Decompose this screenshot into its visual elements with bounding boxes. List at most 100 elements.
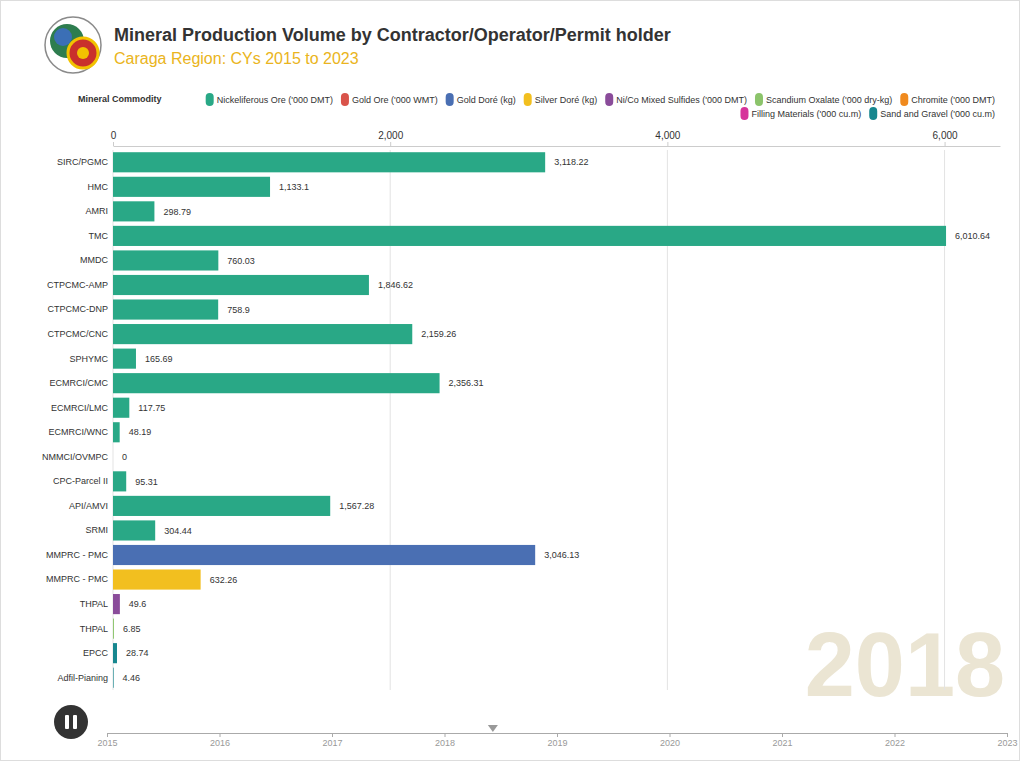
y-tick-label: MMPRC - PMC bbox=[46, 550, 108, 560]
y-tick-label: CTPCMC-DNP bbox=[48, 304, 109, 314]
timeline-tick: 2018 bbox=[435, 733, 455, 748]
y-tick-label: CTPCMC/CNC bbox=[48, 329, 109, 339]
data-label: 2,356.31 bbox=[449, 378, 484, 388]
legend-swatch bbox=[524, 93, 532, 106]
bar bbox=[113, 447, 114, 467]
data-label: 3,118.22 bbox=[554, 157, 588, 167]
bar bbox=[113, 496, 330, 516]
legend-item: Sand and Gravel ('000 cu.m) bbox=[869, 107, 995, 120]
data-label: 49.6 bbox=[129, 599, 147, 609]
x-tick: 6,000 bbox=[933, 130, 958, 146]
data-label: 1,567.28 bbox=[339, 501, 374, 511]
y-tick-label: THPAL bbox=[80, 599, 108, 609]
timeline-handle[interactable] bbox=[488, 725, 498, 732]
bar bbox=[113, 594, 120, 614]
timeline-tick-label: 2017 bbox=[322, 738, 342, 748]
data-label: 95.31 bbox=[135, 477, 158, 487]
data-label: 0 bbox=[122, 452, 127, 462]
timeline-tick-label: 2016 bbox=[210, 738, 230, 748]
data-label: 304.44 bbox=[164, 526, 192, 536]
pause-circle bbox=[54, 705, 88, 739]
data-label: 6,010.64 bbox=[955, 231, 990, 241]
x-axis-line bbox=[114, 146, 1001, 147]
y-tick-label: EPCC bbox=[83, 648, 109, 658]
timeline-tick-label: 2023 bbox=[997, 738, 1017, 748]
bar bbox=[113, 471, 126, 491]
data-label: 165.69 bbox=[145, 354, 173, 364]
y-tick: ECMRCI/CMC bbox=[50, 378, 114, 388]
y-tick-label: MMPRC - PMC bbox=[46, 574, 108, 584]
x-tick: 4,000 bbox=[655, 130, 680, 146]
data-labels: 3,118.221,133.1298.796,010.64760.031,846… bbox=[122, 157, 990, 682]
y-tick: MMPRC - PMC bbox=[46, 550, 113, 560]
legend-swatch bbox=[446, 93, 454, 106]
y-tick: THPAL bbox=[80, 624, 113, 634]
frame bbox=[1, 1, 1020, 761]
y-tick-label: CPC-Parcel II bbox=[53, 476, 108, 486]
y-tick: SIRC/PGMC bbox=[57, 157, 113, 167]
timeline-tick: 2015 bbox=[97, 733, 117, 748]
bar bbox=[113, 201, 154, 221]
legend-item: Chromite ('000 DMT) bbox=[900, 93, 995, 106]
logo-part bbox=[68, 38, 98, 68]
timeline-tick-mark bbox=[1007, 733, 1008, 737]
bar bbox=[113, 619, 114, 639]
data-label: 1,846.62 bbox=[378, 280, 413, 290]
y-tick: AMRI bbox=[86, 206, 114, 216]
x-tick-mark bbox=[667, 142, 668, 146]
legend-item: Silver Doré (kg) bbox=[524, 93, 598, 106]
chart-root: Mineral Production Volume by Contractor/… bbox=[0, 0, 1020, 761]
legend-swatch bbox=[206, 93, 214, 106]
x-tick-mark bbox=[113, 142, 114, 146]
timeline-tick-mark bbox=[332, 733, 333, 737]
data-label: 1,133.1 bbox=[279, 182, 309, 192]
legend-item: Filling Materials ('000 cu.m) bbox=[740, 107, 861, 120]
y-tick-label: AMRI bbox=[86, 206, 109, 216]
logo-ring bbox=[45, 17, 101, 73]
y-tick-label: API/AMVI bbox=[69, 501, 108, 511]
y-tick-label: TMC bbox=[89, 231, 109, 241]
legend-label: Filling Materials ('000 cu.m) bbox=[751, 109, 861, 119]
y-tick: TMC bbox=[89, 231, 114, 241]
y-tick-label: MMDC bbox=[80, 255, 108, 265]
y-tick-label: ECMRCI/CMC bbox=[50, 378, 109, 388]
y-tick-label: SIRC/PGMC bbox=[57, 157, 109, 167]
data-label: 3,046.13 bbox=[544, 550, 579, 560]
legend-item: Nickeliferous Ore ('000 DMT) bbox=[206, 93, 333, 106]
bar bbox=[113, 373, 440, 393]
y-tick-label: THPAL bbox=[80, 624, 108, 634]
timeline-tick-mark bbox=[670, 733, 671, 737]
legend-title: Mineral Commodity bbox=[78, 94, 162, 104]
legend-label: Ni/Co Mixed Sulfides ('000 DMT) bbox=[616, 95, 747, 105]
logo-part bbox=[54, 28, 72, 46]
y-tick: THPAL bbox=[80, 599, 113, 609]
y-tick: SRMI bbox=[86, 525, 114, 535]
legend-label: Silver Doré (kg) bbox=[535, 95, 598, 105]
bar bbox=[113, 250, 218, 270]
data-label: 760.03 bbox=[227, 256, 255, 266]
timeline-tick-mark bbox=[782, 733, 783, 737]
title: Mineral Production Volume by Contractor/… bbox=[114, 25, 671, 45]
x-tick-label: 2,000 bbox=[378, 130, 403, 141]
data-label: 632.26 bbox=[210, 575, 238, 585]
year-label: 2018 bbox=[805, 615, 1005, 715]
legend-label: Scandium Oxalate ('000 dry-kg) bbox=[766, 95, 892, 105]
x-axis: 02,0004,0006,000 bbox=[111, 130, 1001, 147]
bar bbox=[113, 226, 946, 246]
data-label: 2,159.26 bbox=[421, 329, 456, 339]
data-label: 48.19 bbox=[129, 427, 152, 437]
timeline-tick: 2020 bbox=[660, 733, 680, 748]
bar bbox=[113, 177, 270, 197]
y-tick: SPHYMC bbox=[69, 354, 113, 364]
bar bbox=[113, 152, 545, 172]
timeline-tick-label: 2018 bbox=[435, 738, 455, 748]
y-tick: EPCC bbox=[83, 648, 113, 658]
x-tick-label: 4,000 bbox=[655, 130, 680, 141]
pause-button[interactable] bbox=[54, 705, 88, 739]
timeline-tick: 2017 bbox=[322, 733, 342, 748]
timeline-tick-mark bbox=[220, 733, 221, 737]
bar bbox=[113, 398, 129, 418]
legend-item: Ni/Co Mixed Sulfides ('000 DMT) bbox=[605, 93, 747, 106]
timeline-tick-mark bbox=[107, 733, 108, 737]
data-label: 117.75 bbox=[138, 403, 165, 413]
